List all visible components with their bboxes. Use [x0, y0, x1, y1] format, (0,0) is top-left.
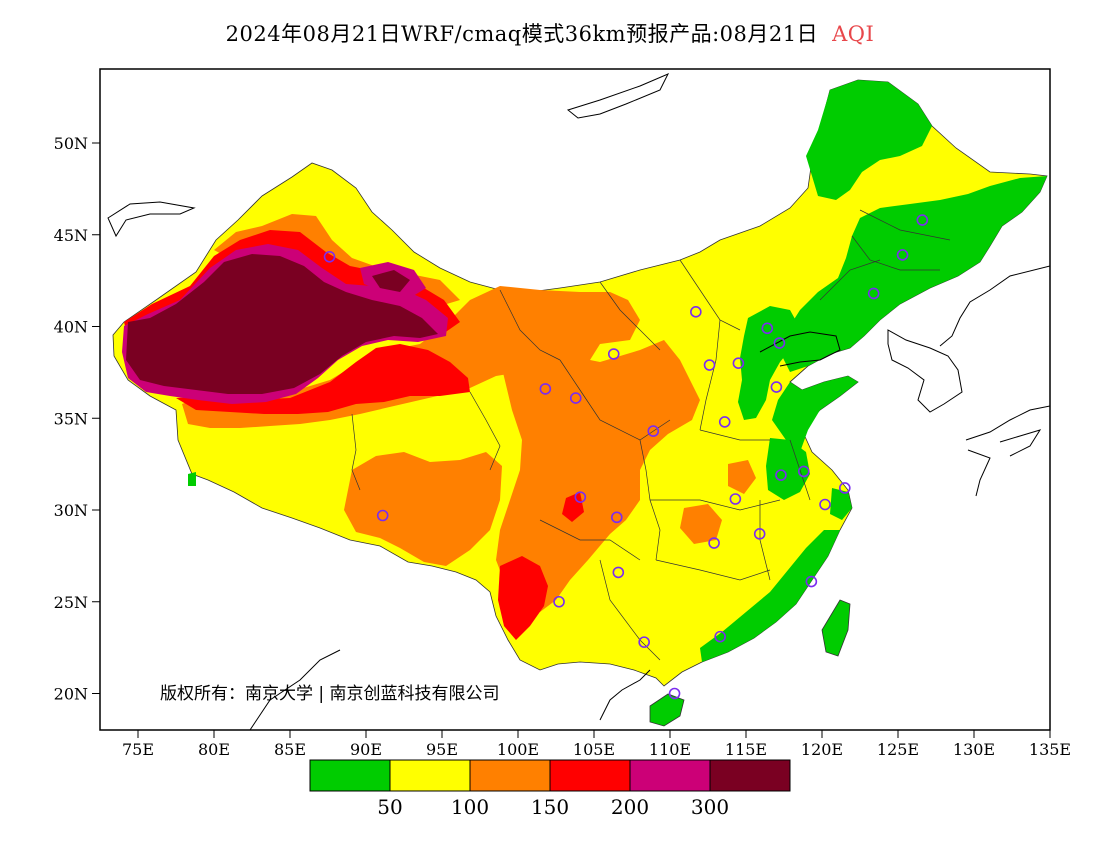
- city-marker: [896, 249, 909, 261]
- city-marker: [773, 337, 786, 349]
- lat-tick-label: 30N: [54, 501, 88, 520]
- colorbar-swatch: [469, 759, 551, 792]
- city-marker: [647, 425, 660, 437]
- city-marker: [761, 322, 774, 335]
- city-marker: [612, 566, 625, 579]
- colorbar-swatch: [309, 759, 391, 792]
- city-marker: [539, 383, 552, 395]
- colorbar-swatch: [709, 759, 791, 792]
- lat-tick-label: 40N: [54, 318, 88, 337]
- colorbar-swatch: [389, 759, 471, 792]
- city-marker: [732, 357, 745, 370]
- aqi-zone-orange-hunan: [680, 504, 722, 544]
- aqi-zone-orange-anhui: [728, 460, 756, 494]
- lon-tick-label: 80E: [198, 740, 230, 759]
- city-marker: [703, 359, 716, 371]
- city-marker: [376, 509, 389, 522]
- lon-tick-label: 110E: [649, 740, 691, 759]
- lat-tick-label: 25N: [54, 593, 88, 612]
- city-marker: [770, 381, 783, 393]
- lon-tick-label: 135E: [1029, 740, 1071, 759]
- title-variable: AQI: [832, 22, 875, 46]
- province-boundaries: [351, 209, 951, 661]
- colorbar-label: 50: [377, 795, 402, 819]
- longitude-axis: 75E 80E 85E 90E 95E 100E 105E 110E 115E 120E 125E 1…: [122, 730, 1071, 759]
- colorbar-label: 150: [531, 795, 569, 819]
- city-marker: [714, 630, 726, 643]
- city-marker: [775, 469, 787, 481]
- aqi-zone-darkred-east: [372, 270, 410, 292]
- city-marker: [574, 491, 587, 503]
- city-marker: [805, 575, 818, 588]
- city-marker: [607, 348, 620, 360]
- lon-tick-label: 100E: [497, 740, 539, 759]
- city-marker: [729, 493, 742, 505]
- city-marker: [797, 465, 810, 478]
- colorbar-label: 100: [451, 795, 489, 819]
- city-marker: [569, 392, 582, 404]
- aqi-zone-green-northeast-2: [780, 176, 1047, 372]
- aqi-zone-green-zhejiang: [830, 488, 852, 520]
- lon-tick-label: 95E: [426, 740, 458, 759]
- colorbar-label: 200: [611, 795, 649, 819]
- city-markers: [323, 214, 929, 700]
- lon-tick-label: 120E: [801, 740, 843, 759]
- city-marker: [819, 498, 831, 511]
- city-marker: [668, 687, 681, 700]
- lat-tick-label: 35N: [54, 409, 88, 428]
- aqi-colorbar: 50 100 150 200 300: [309, 759, 791, 819]
- colorbar-swatch: [629, 759, 711, 792]
- lat-tick-label: 20N: [54, 685, 88, 704]
- city-marker: [916, 214, 929, 226]
- city-marker: [708, 537, 720, 549]
- city-marker: [753, 528, 766, 540]
- city-marker: [690, 306, 702, 318]
- aqi-zone-green-taiwan: [821, 599, 851, 657]
- colorbar-swatch: [549, 759, 631, 792]
- aqi-zone-orange-tibet: [344, 452, 502, 566]
- aqi-zone-orange-central: [496, 340, 700, 612]
- city-marker: [323, 250, 336, 263]
- title-main: 2024年08月21日WRF/cmaq模式36km预报产品:08月21日: [225, 22, 819, 46]
- latitude-axis: 50N 45N 40N 35N 30N 25N 20N: [54, 134, 100, 704]
- lon-tick-label: 85E: [274, 740, 306, 759]
- aqi-zone-green-northeast: [806, 80, 932, 200]
- city-marker: [553, 595, 565, 608]
- aqi-zone-red-sichuan: [562, 492, 584, 522]
- aqi-zone-green-hainan: [649, 693, 685, 727]
- city-marker: [638, 636, 650, 648]
- map-frame: [99, 68, 1051, 731]
- lat-tick-label: 50N: [54, 134, 88, 153]
- lat-tick-label: 45N: [54, 226, 88, 245]
- lon-tick-label: 115E: [725, 740, 767, 759]
- lon-tick-label: 105E: [573, 740, 615, 759]
- coastlines: [107, 73, 1050, 730]
- aqi-zone-darkred-core: [126, 254, 438, 394]
- city-marker: [867, 287, 880, 300]
- city-marker: [838, 482, 851, 494]
- copyright-notice: 版权所有：南京大学 | 南京创蓝科技有限公司: [160, 684, 500, 704]
- aqi-zone-green-shandong: [772, 376, 858, 452]
- lon-tick-label: 130E: [953, 740, 995, 759]
- aqi-field: [107, 73, 1050, 730]
- lon-tick-label: 125E: [877, 740, 919, 759]
- lon-tick-label: 75E: [122, 740, 154, 759]
- aqi-zone-green-tibet-edge: [188, 472, 196, 486]
- aqi-zone-green-jingjin: [738, 306, 800, 420]
- aqi-zone-red-xinjiang: [176, 344, 470, 414]
- aqi-zone-green-jiangsu: [766, 438, 810, 500]
- lon-tick-label: 90E: [350, 740, 382, 759]
- aqi-zone-red-yunnan: [498, 556, 548, 640]
- colorbar-label: 300: [691, 795, 729, 819]
- map-title: 2024年08月21日WRF/cmaq模式36km预报产品:08月21日 AQI: [0, 18, 1100, 48]
- city-marker: [610, 511, 623, 524]
- aqi-zone-green-southeast: [700, 530, 840, 662]
- city-marker: [718, 416, 731, 428]
